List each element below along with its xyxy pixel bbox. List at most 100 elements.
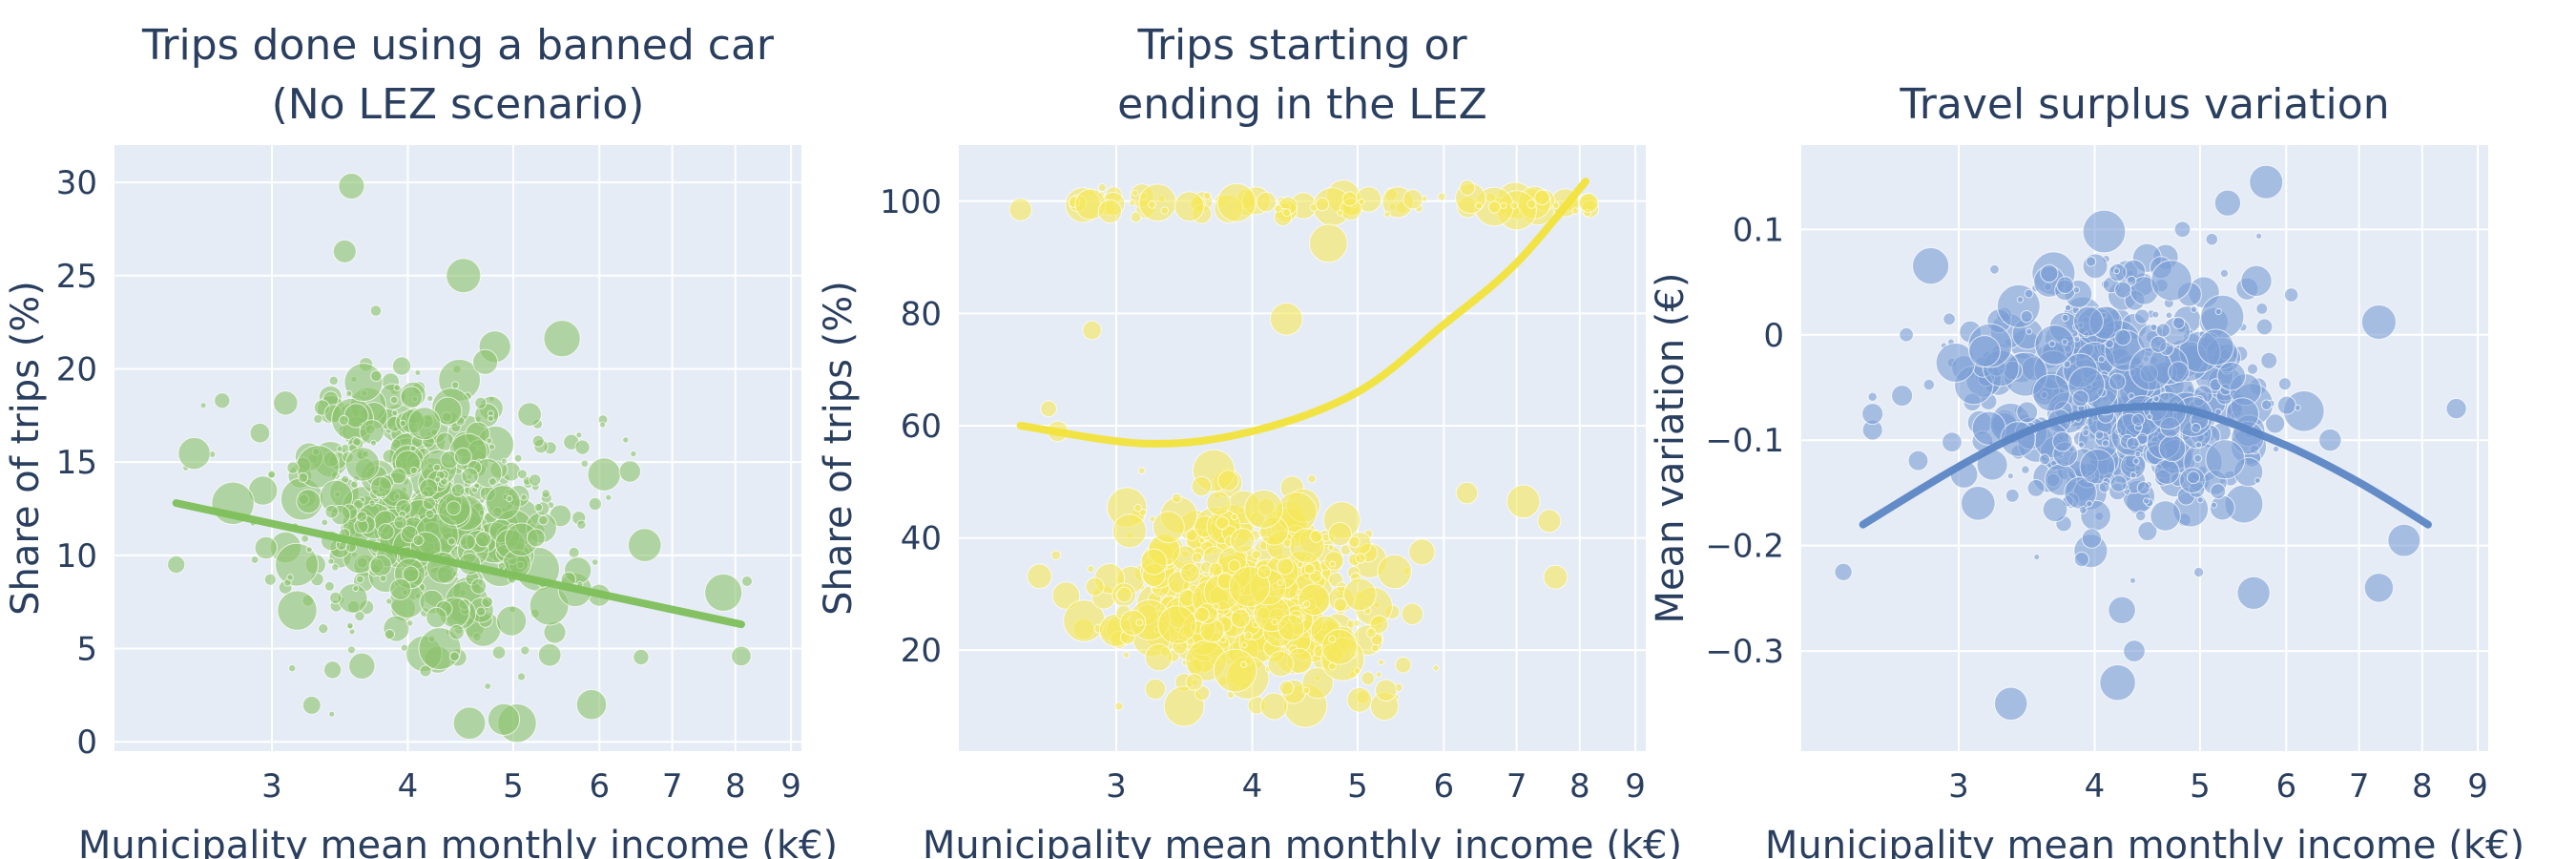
scatter-point bbox=[389, 395, 399, 405]
scatter-point bbox=[529, 473, 542, 487]
scatter-point bbox=[1256, 191, 1277, 213]
scatter-point bbox=[1487, 200, 1502, 214]
scatter-point bbox=[298, 471, 309, 483]
scatter-point bbox=[1361, 671, 1376, 686]
scatter-point bbox=[2113, 267, 2120, 275]
scatter-point bbox=[1267, 650, 1295, 678]
scatter-point bbox=[389, 577, 412, 600]
scatter-point bbox=[2246, 363, 2259, 375]
scatter-point bbox=[1213, 602, 1220, 611]
scatter-point bbox=[1571, 207, 1580, 216]
scatter-point bbox=[1140, 548, 1168, 576]
scatter-point bbox=[1891, 385, 1914, 408]
scatter-point bbox=[1353, 667, 1361, 675]
x-axis-title: Municipality mean monthly income (k€) bbox=[923, 824, 1682, 859]
scatter-point bbox=[2137, 521, 2158, 541]
scatter-point bbox=[2143, 497, 2150, 505]
scatter-point bbox=[2265, 413, 2286, 434]
scatter-point bbox=[250, 555, 260, 564]
scatter-point bbox=[1534, 189, 1550, 206]
scatter-point bbox=[1282, 538, 1293, 548]
scatter-point bbox=[385, 597, 393, 605]
scatter-point bbox=[506, 494, 513, 503]
scatter-point bbox=[324, 504, 340, 519]
scatter-point bbox=[1153, 511, 1185, 544]
scatter-point bbox=[1942, 312, 1956, 326]
scatter-point bbox=[2040, 263, 2059, 283]
panel-title: ending in the LEZ bbox=[1117, 80, 1487, 129]
y-tick-label: 15 bbox=[56, 444, 97, 482]
scatter-point bbox=[1135, 618, 1144, 627]
scatter-point bbox=[328, 375, 339, 386]
y-tick-label: 20 bbox=[901, 632, 942, 670]
scatter-point bbox=[2150, 260, 2192, 302]
scatter-point bbox=[2094, 430, 2105, 440]
y-tick-label: 60 bbox=[901, 408, 942, 446]
scatter-point bbox=[1328, 661, 1337, 671]
scatter-point bbox=[2077, 441, 2085, 449]
scatter-point bbox=[588, 496, 602, 512]
x-tick-label: 9 bbox=[780, 767, 801, 806]
y-tick-label: 0 bbox=[1763, 317, 1784, 355]
scatter-point bbox=[329, 591, 343, 605]
y-axis-title: Share of trips (%) bbox=[4, 281, 48, 616]
scatter-point bbox=[2101, 439, 2110, 448]
scatter-point bbox=[1148, 199, 1156, 209]
scatter-point bbox=[2082, 429, 2090, 437]
scatter-point bbox=[1132, 189, 1139, 197]
scatter-point bbox=[2131, 412, 2146, 427]
scatter-point bbox=[1116, 586, 1132, 603]
y-tick-label: 5 bbox=[76, 631, 97, 669]
scatter-point bbox=[1455, 481, 1479, 505]
scatter-point bbox=[2173, 220, 2192, 239]
scatter-point bbox=[1160, 206, 1169, 215]
scatter-point bbox=[2294, 404, 2301, 411]
scatter-point bbox=[338, 414, 349, 426]
scatter-point bbox=[277, 590, 318, 631]
scatter-point bbox=[1008, 198, 1032, 221]
scatter-point bbox=[2073, 335, 2081, 343]
x-tick-label: 7 bbox=[662, 767, 683, 806]
scatter-point bbox=[568, 546, 580, 558]
scatter-point bbox=[267, 470, 277, 479]
scatter-point bbox=[1543, 564, 1568, 590]
scatter-point bbox=[1527, 199, 1537, 209]
scatter-point bbox=[2387, 523, 2421, 557]
scatter-point bbox=[473, 482, 481, 490]
scatter-point bbox=[2042, 496, 2068, 523]
scatter-point bbox=[2098, 481, 2110, 493]
scatter-point bbox=[368, 499, 376, 507]
scatter-point bbox=[1213, 648, 1257, 693]
scatter-point bbox=[488, 477, 497, 486]
scatter-point bbox=[1315, 197, 1330, 212]
scatter-point bbox=[1968, 335, 2002, 367]
scatter-point bbox=[419, 478, 439, 498]
scatter-point bbox=[496, 605, 528, 637]
scatter-point bbox=[447, 536, 456, 546]
scatter-point bbox=[199, 402, 207, 409]
scatter-point bbox=[2086, 500, 2093, 508]
scatter-point bbox=[587, 457, 621, 492]
scatter-point bbox=[1298, 583, 1331, 617]
scatter-point bbox=[254, 535, 278, 560]
scatter-point bbox=[2073, 305, 2104, 337]
scatter-point bbox=[1271, 618, 1278, 626]
scatter-point bbox=[2205, 439, 2246, 480]
scatter-point bbox=[517, 402, 542, 428]
scatter-point bbox=[575, 689, 608, 721]
scatter-point bbox=[1329, 560, 1337, 568]
scatter-point bbox=[352, 437, 362, 447]
scatter-point bbox=[2126, 275, 2137, 286]
scatter-point bbox=[1278, 614, 1305, 641]
scatter-point bbox=[2196, 496, 2204, 504]
scatter-point bbox=[391, 409, 399, 417]
scatter-point bbox=[2213, 189, 2241, 217]
scatter-point bbox=[1867, 391, 1878, 402]
scatter-point bbox=[2255, 232, 2263, 240]
scatter-point bbox=[305, 546, 313, 554]
scatter-point bbox=[1337, 209, 1344, 217]
x-tick-label: 4 bbox=[1242, 767, 1263, 806]
x-tick-label: 8 bbox=[2412, 767, 2433, 806]
scatter-point bbox=[1378, 659, 1385, 666]
scatter-point bbox=[516, 672, 527, 681]
